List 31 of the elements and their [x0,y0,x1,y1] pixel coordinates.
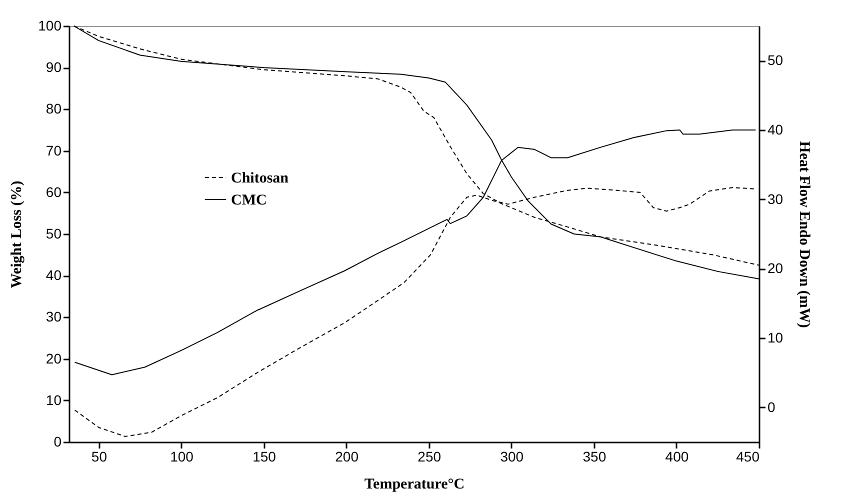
y2-tick-label: 40 [768,122,784,138]
y-tick-label: 100 [38,18,62,34]
x-tick-label: 50 [91,448,108,464]
y2-tick-label: 10 [768,330,784,346]
x-tick-label: 150 [252,448,276,464]
y-tick-label: 70 [46,142,62,158]
y-tick-label: 50 [46,226,62,242]
y-tick-label: 90 [46,59,62,76]
x-axis-title: Temperature°C [364,476,465,492]
y2-tick-label: 20 [768,260,784,276]
x-tick-label: 250 [418,448,442,464]
y-tick-label: 10 [46,392,62,408]
x-tick-label: 100 [170,448,194,464]
y-tick-label: 80 [46,100,62,117]
x-tick-label: 400 [665,448,689,464]
y2-axis-title: Heat Flow Endo Down (mW) [796,141,812,328]
y2-tick-label: 30 [768,190,784,207]
y2-tick-label: 50 [768,52,784,68]
y-tick-label: 30 [46,308,62,325]
y2-tick-label: 0 [768,398,776,415]
x-tick-label: 450 [736,448,760,464]
x-tick-label: 200 [335,448,359,464]
legend-label: CMC [231,192,267,208]
legend-label: Chitosan [231,170,290,186]
y-tick-label: 60 [46,184,62,200]
y-tick-label: 0 [54,434,62,450]
x-tick-label: 350 [582,448,606,464]
x-tick-label: 300 [500,448,524,464]
y-axis-title: Weight Loss (%) [9,180,26,288]
y-tick-label: 40 [46,267,62,284]
y-tick-label: 20 [46,350,62,366]
